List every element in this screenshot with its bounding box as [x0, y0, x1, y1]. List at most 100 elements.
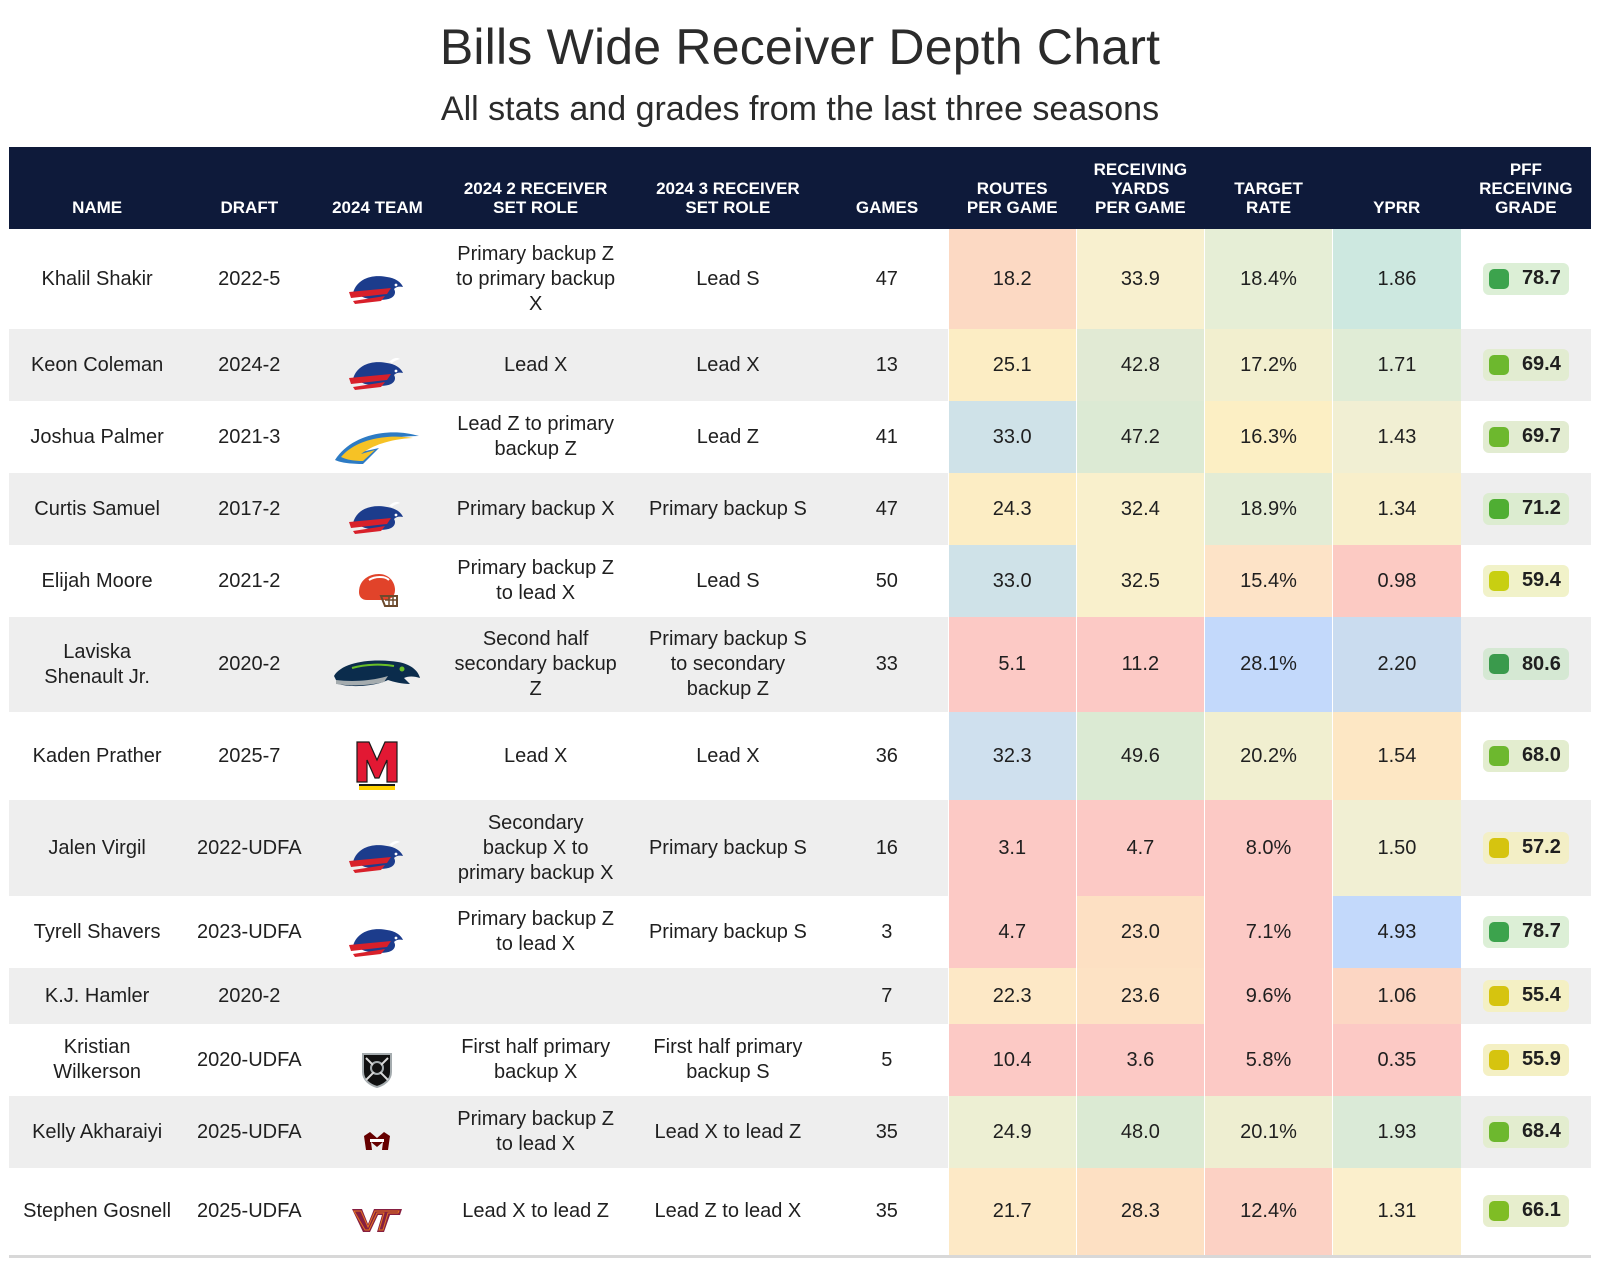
- table-row: Kelly Akharaiyi 2025-UDFA Primary backup …: [9, 1096, 1591, 1168]
- table-row: Stephen Gosnell 2025-UDFA Lead X to lead …: [9, 1168, 1591, 1258]
- grade-badge: 68.0: [1482, 739, 1569, 772]
- table-row: Kristian Wilkerson 2020-UDFA First half p…: [9, 1024, 1591, 1096]
- cell-routes: 22.3: [947, 968, 1077, 1024]
- cell-role3: First half primary backup S: [653, 1036, 803, 1083]
- cell-draft: 2022-5: [218, 267, 281, 290]
- cell-draft: 2023-UDFA: [197, 920, 302, 943]
- column-header-draft: DRAFT: [220, 198, 279, 217]
- cell-name: Keon Coleman: [30, 353, 164, 376]
- cell-role2: Primary backup Z to primary backup X: [456, 242, 616, 315]
- table-header: NAME DRAFT 2024 TEAM 2024 2 RECEIVER SET…: [9, 147, 1591, 229]
- grade-value: 55.9: [1521, 1048, 1561, 1070]
- grade-value: 71.2: [1521, 497, 1561, 519]
- cell-games: 50: [875, 569, 898, 592]
- cell-target: 17.2%: [1203, 329, 1333, 401]
- cell-team: [313, 329, 441, 401]
- cell-routes: 33.0: [947, 545, 1077, 617]
- cell-team: [313, 1024, 441, 1096]
- cell-yards: 49.6: [1075, 712, 1205, 800]
- table-row: K.J. Hamler 2020-2 7 22.3 23.6 9.6% 1.06 55.4: [9, 968, 1591, 1024]
- cell-team: [313, 617, 441, 712]
- grade-value: 78.7: [1521, 267, 1561, 289]
- cell-role2: Primary backup Z to lead X: [457, 908, 614, 955]
- cell-target: 5.8%: [1203, 1024, 1333, 1096]
- cell-role3: Lead X: [696, 744, 760, 767]
- cell-draft: 2024-2: [218, 353, 281, 376]
- cell-routes: 10.4: [947, 1024, 1077, 1096]
- cell-draft: 2022-UDFA: [197, 836, 302, 859]
- cell-role3: Lead X to lead Z: [654, 1120, 802, 1143]
- cell-name: Joshua Palmer: [30, 425, 164, 448]
- table-row: Curtis Samuel 2017-2 Primary backup X Prim…: [9, 473, 1591, 545]
- cell-yprr: 4.93: [1332, 896, 1461, 968]
- cell-games: 35: [826, 1168, 949, 1258]
- column-header-grade: PFF RECEIVING GRADE: [1479, 160, 1573, 217]
- virginia-tech-logo: [350, 1181, 404, 1241]
- cleveland-browns-helmet-logo: [355, 545, 399, 617]
- mississippi-state-logo: [362, 1105, 392, 1159]
- cell-yprr: 1.31: [1332, 1168, 1461, 1258]
- cell-yprr: 1.71: [1332, 329, 1461, 401]
- cell-role3: Lead S: [696, 569, 760, 592]
- cell-name: Kelly Akharaiyi: [32, 1120, 163, 1143]
- maryland-terrapins-logo: [353, 713, 401, 799]
- cell-games: 35: [875, 1120, 898, 1143]
- cell-games: 47: [875, 497, 898, 520]
- grade-dot-icon: [1488, 1121, 1509, 1142]
- cell-target: 15.4%: [1203, 545, 1333, 617]
- cell-yprr: 1.34: [1332, 473, 1461, 545]
- grade-dot-icon: [1488, 1049, 1509, 1070]
- column-header-target: TARGET RATE: [1234, 179, 1303, 217]
- cell-yards: 28.3: [1075, 1168, 1205, 1258]
- seattle-seahawks-logo: [332, 629, 422, 701]
- grade-value: 69.7: [1521, 425, 1561, 447]
- cell-grade: 57.2: [1461, 800, 1591, 896]
- cell-yprr: 1.06: [1332, 968, 1461, 1024]
- cell-games: 13: [875, 353, 898, 376]
- grade-badge: 80.6: [1482, 648, 1569, 680]
- table-body: Khalil Shakir 2022-5 Primary backup Z to …: [9, 229, 1591, 1258]
- cell-yards: 23.6: [1075, 968, 1205, 1024]
- grade-badge: 69.7: [1482, 420, 1569, 453]
- grade-badge: 57.2: [1482, 831, 1569, 864]
- cell-target: 12.4%: [1203, 1168, 1333, 1258]
- grade-badge: 59.4: [1482, 564, 1569, 597]
- cell-yards: 23.0: [1075, 896, 1205, 968]
- cell-yards: 11.2: [1075, 617, 1205, 712]
- buffalo-bills-logo: [347, 812, 407, 884]
- page-title: Bills Wide Receiver Depth Chart: [439, 19, 1161, 75]
- cell-games: 7: [881, 984, 893, 1007]
- grade-badge: 69.4: [1482, 348, 1569, 381]
- cell-routes: 24.9: [947, 1096, 1077, 1168]
- grade-value: 69.4: [1521, 353, 1561, 375]
- cell-routes: 25.1: [947, 329, 1077, 401]
- cell-draft: 2025-UDFA: [185, 1168, 314, 1258]
- cell-role3: Lead Z to lead X: [629, 1168, 826, 1258]
- cell-role2: Primary backup Z to lead X: [457, 1108, 614, 1155]
- cell-team: [313, 545, 441, 617]
- cell-target: 7.1%: [1203, 896, 1333, 968]
- grade-value: 55.4: [1521, 984, 1561, 1006]
- cell-yprr: 0.98: [1332, 545, 1461, 617]
- cell-routes: 18.2: [947, 229, 1077, 329]
- depth-chart-table: NAME DRAFT 2024 TEAM 2024 2 RECEIVER SET…: [9, 147, 1591, 1258]
- cell-yards: 3.6: [1075, 1024, 1205, 1096]
- grade-dot-icon: [1488, 354, 1509, 375]
- table-row: Laviska Shenault Jr. 2020-2 Second half s…: [9, 617, 1591, 712]
- cell-role3: Primary backup S to secondary backup Z: [648, 628, 807, 700]
- cell-grade: 55.9: [1461, 1024, 1591, 1096]
- cell-draft: 2017-2: [218, 497, 281, 520]
- cell-target: 28.1%: [1203, 617, 1333, 712]
- cell-role3: Primary backup S: [648, 497, 807, 520]
- cell-target: 20.2%: [1203, 712, 1333, 800]
- cell-role2: Lead X: [503, 744, 568, 767]
- cell-games: 33: [875, 653, 898, 675]
- cell-name: Khalil Shakir: [41, 267, 153, 290]
- grade-dot-icon: [1488, 921, 1509, 942]
- cell-routes: 33.0: [947, 401, 1077, 473]
- cell-target: 8.0%: [1203, 800, 1333, 896]
- cell-grade: 78.7: [1461, 896, 1591, 968]
- cell-yards: 32.5: [1075, 545, 1205, 617]
- cell-target: 20.1%: [1203, 1096, 1333, 1168]
- cell-team: [313, 968, 441, 1024]
